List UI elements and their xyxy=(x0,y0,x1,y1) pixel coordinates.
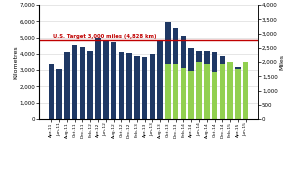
Bar xyxy=(219,56,225,119)
Bar xyxy=(227,62,233,119)
Bar xyxy=(165,22,171,119)
Bar xyxy=(196,51,202,119)
Bar xyxy=(204,64,210,119)
Bar xyxy=(103,41,109,119)
Bar xyxy=(150,54,155,119)
Bar xyxy=(181,68,186,119)
Bar xyxy=(157,40,163,119)
Bar xyxy=(188,71,194,119)
Bar xyxy=(49,64,54,119)
Y-axis label: Miles: Miles xyxy=(279,54,284,70)
Bar xyxy=(243,69,248,119)
Text: U.S. Target 3,000 miles (4,828 km): U.S. Target 3,000 miles (4,828 km) xyxy=(53,34,157,39)
Bar xyxy=(173,64,178,119)
Bar xyxy=(72,45,78,119)
Bar xyxy=(196,62,202,119)
Bar xyxy=(56,69,62,119)
Bar xyxy=(142,57,147,119)
Bar xyxy=(235,69,241,119)
Bar xyxy=(219,64,225,119)
Bar xyxy=(173,28,178,119)
Bar xyxy=(95,38,101,119)
Bar xyxy=(212,52,217,119)
Bar xyxy=(111,42,116,119)
Bar xyxy=(235,67,241,119)
Bar xyxy=(181,36,186,119)
Bar xyxy=(212,72,217,119)
Bar xyxy=(188,48,194,119)
Bar xyxy=(165,64,171,119)
Bar xyxy=(134,56,140,119)
Bar xyxy=(64,52,70,119)
Y-axis label: Kilometres: Kilometres xyxy=(13,45,18,79)
Bar xyxy=(119,52,124,119)
Bar xyxy=(87,51,93,119)
Bar xyxy=(243,62,248,119)
Bar xyxy=(204,52,210,119)
Bar xyxy=(227,65,233,119)
Bar xyxy=(80,47,85,119)
Bar xyxy=(126,53,132,119)
